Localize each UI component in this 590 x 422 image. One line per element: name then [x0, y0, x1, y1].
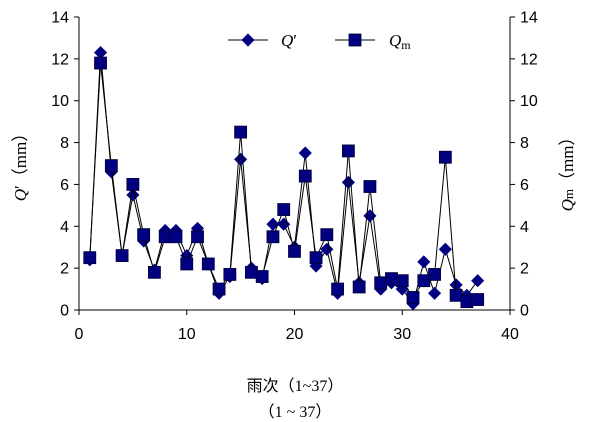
- data-point-square: [83, 251, 97, 265]
- data-point-square: [385, 272, 398, 286]
- x-tick-label: 10: [178, 326, 196, 343]
- series-line: [89, 52, 479, 305]
- x-axis-title: 雨次（1~37）: [246, 378, 344, 395]
- data-point-square: [406, 291, 420, 304]
- legend-marker-square: [348, 33, 362, 47]
- data-point-diamond: [438, 242, 452, 256]
- chart-legend: Q′ Qm: [228, 31, 411, 52]
- y-axis-left-title: Q′（mm）: [11, 125, 30, 201]
- data-point-square: [288, 244, 301, 258]
- x-tick-label: 40: [501, 326, 519, 343]
- y-tick-label-left: 14: [51, 10, 69, 27]
- data-point-diamond: [471, 274, 485, 288]
- y-tick-label-right: 10: [520, 93, 538, 110]
- x-tick-label: 30: [393, 326, 411, 343]
- y-tick-label-right: 4: [520, 219, 529, 236]
- data-point-square: [363, 180, 377, 193]
- data-point-square: [94, 56, 107, 70]
- data-point-square: [449, 288, 463, 302]
- data-point-square: [223, 268, 237, 281]
- data-point-square: [212, 282, 226, 296]
- y-tick-label-left: 6: [60, 177, 69, 194]
- y-tick-label-right: 8: [520, 135, 529, 152]
- series-line: [89, 62, 478, 303]
- x-tick-label: 0: [75, 326, 84, 343]
- chart-series-layer: [83, 46, 485, 311]
- data-point-square: [255, 270, 269, 283]
- data-point-square: [115, 249, 129, 262]
- data-point-square: [158, 230, 172, 244]
- data-point-square: [374, 276, 388, 290]
- y-tick-label-left: 4: [60, 219, 69, 236]
- data-point-square: [352, 280, 366, 294]
- data-point-square: [471, 293, 485, 306]
- y-tick-label-left: 8: [60, 135, 69, 152]
- data-point-square: [137, 228, 151, 242]
- data-point-square: [244, 265, 258, 279]
- data-point-square: [201, 257, 215, 271]
- x-tick-label: 20: [286, 326, 304, 343]
- data-point-square: [395, 274, 409, 288]
- y-tick-label-left: 12: [51, 51, 69, 68]
- legend-marker-diamond: [241, 33, 255, 47]
- data-point-square: [234, 125, 248, 139]
- data-point-diamond: [417, 255, 431, 269]
- y-tick-label-right: 12: [520, 51, 538, 68]
- data-point-square: [428, 268, 441, 281]
- data-point-diamond: [428, 286, 442, 300]
- x-axis-subtitle: （1 ~ 37）: [258, 404, 332, 421]
- data-point-square: [331, 282, 345, 296]
- y-tick-label-right: 2: [520, 261, 529, 278]
- data-point-square: [341, 144, 355, 158]
- data-point-square: [438, 150, 452, 164]
- y-tick-label-left: 10: [51, 93, 69, 110]
- y-axis-right-title: Qm（mm）: [558, 129, 577, 212]
- y-tick-label-left: 2: [60, 261, 69, 278]
- data-point-square: [169, 230, 183, 244]
- data-point-square: [277, 203, 291, 216]
- data-point-square: [104, 159, 118, 172]
- data-point-diamond: [341, 175, 355, 189]
- data-point-square: [180, 257, 194, 271]
- chart-axis-labels: Q′（mm） Qm（mm）: [11, 125, 577, 212]
- data-point-square: [298, 169, 312, 183]
- data-point-square: [191, 230, 204, 244]
- series-q-m: [83, 56, 485, 309]
- data-point-diamond: [266, 217, 280, 231]
- series-q-prime: [83, 46, 485, 311]
- data-point-diamond: [298, 146, 312, 160]
- data-point-square: [320, 228, 334, 242]
- data-point-square: [417, 274, 431, 288]
- data-point-diamond: [234, 152, 248, 166]
- data-point-square: [126, 178, 140, 191]
- legend-label-q-prime: Q′: [281, 31, 297, 50]
- data-point-square: [309, 251, 323, 265]
- data-point-square: [148, 265, 161, 279]
- data-point-square: [460, 295, 474, 309]
- data-point-square: [266, 230, 280, 244]
- y-tick-label-right: 14: [520, 10, 538, 27]
- y-tick-label-right: 0: [520, 303, 529, 320]
- y-tick-label-left: 0: [60, 303, 69, 320]
- legend-label-q-m: Qm: [389, 31, 411, 52]
- y-tick-label-right: 6: [520, 177, 529, 194]
